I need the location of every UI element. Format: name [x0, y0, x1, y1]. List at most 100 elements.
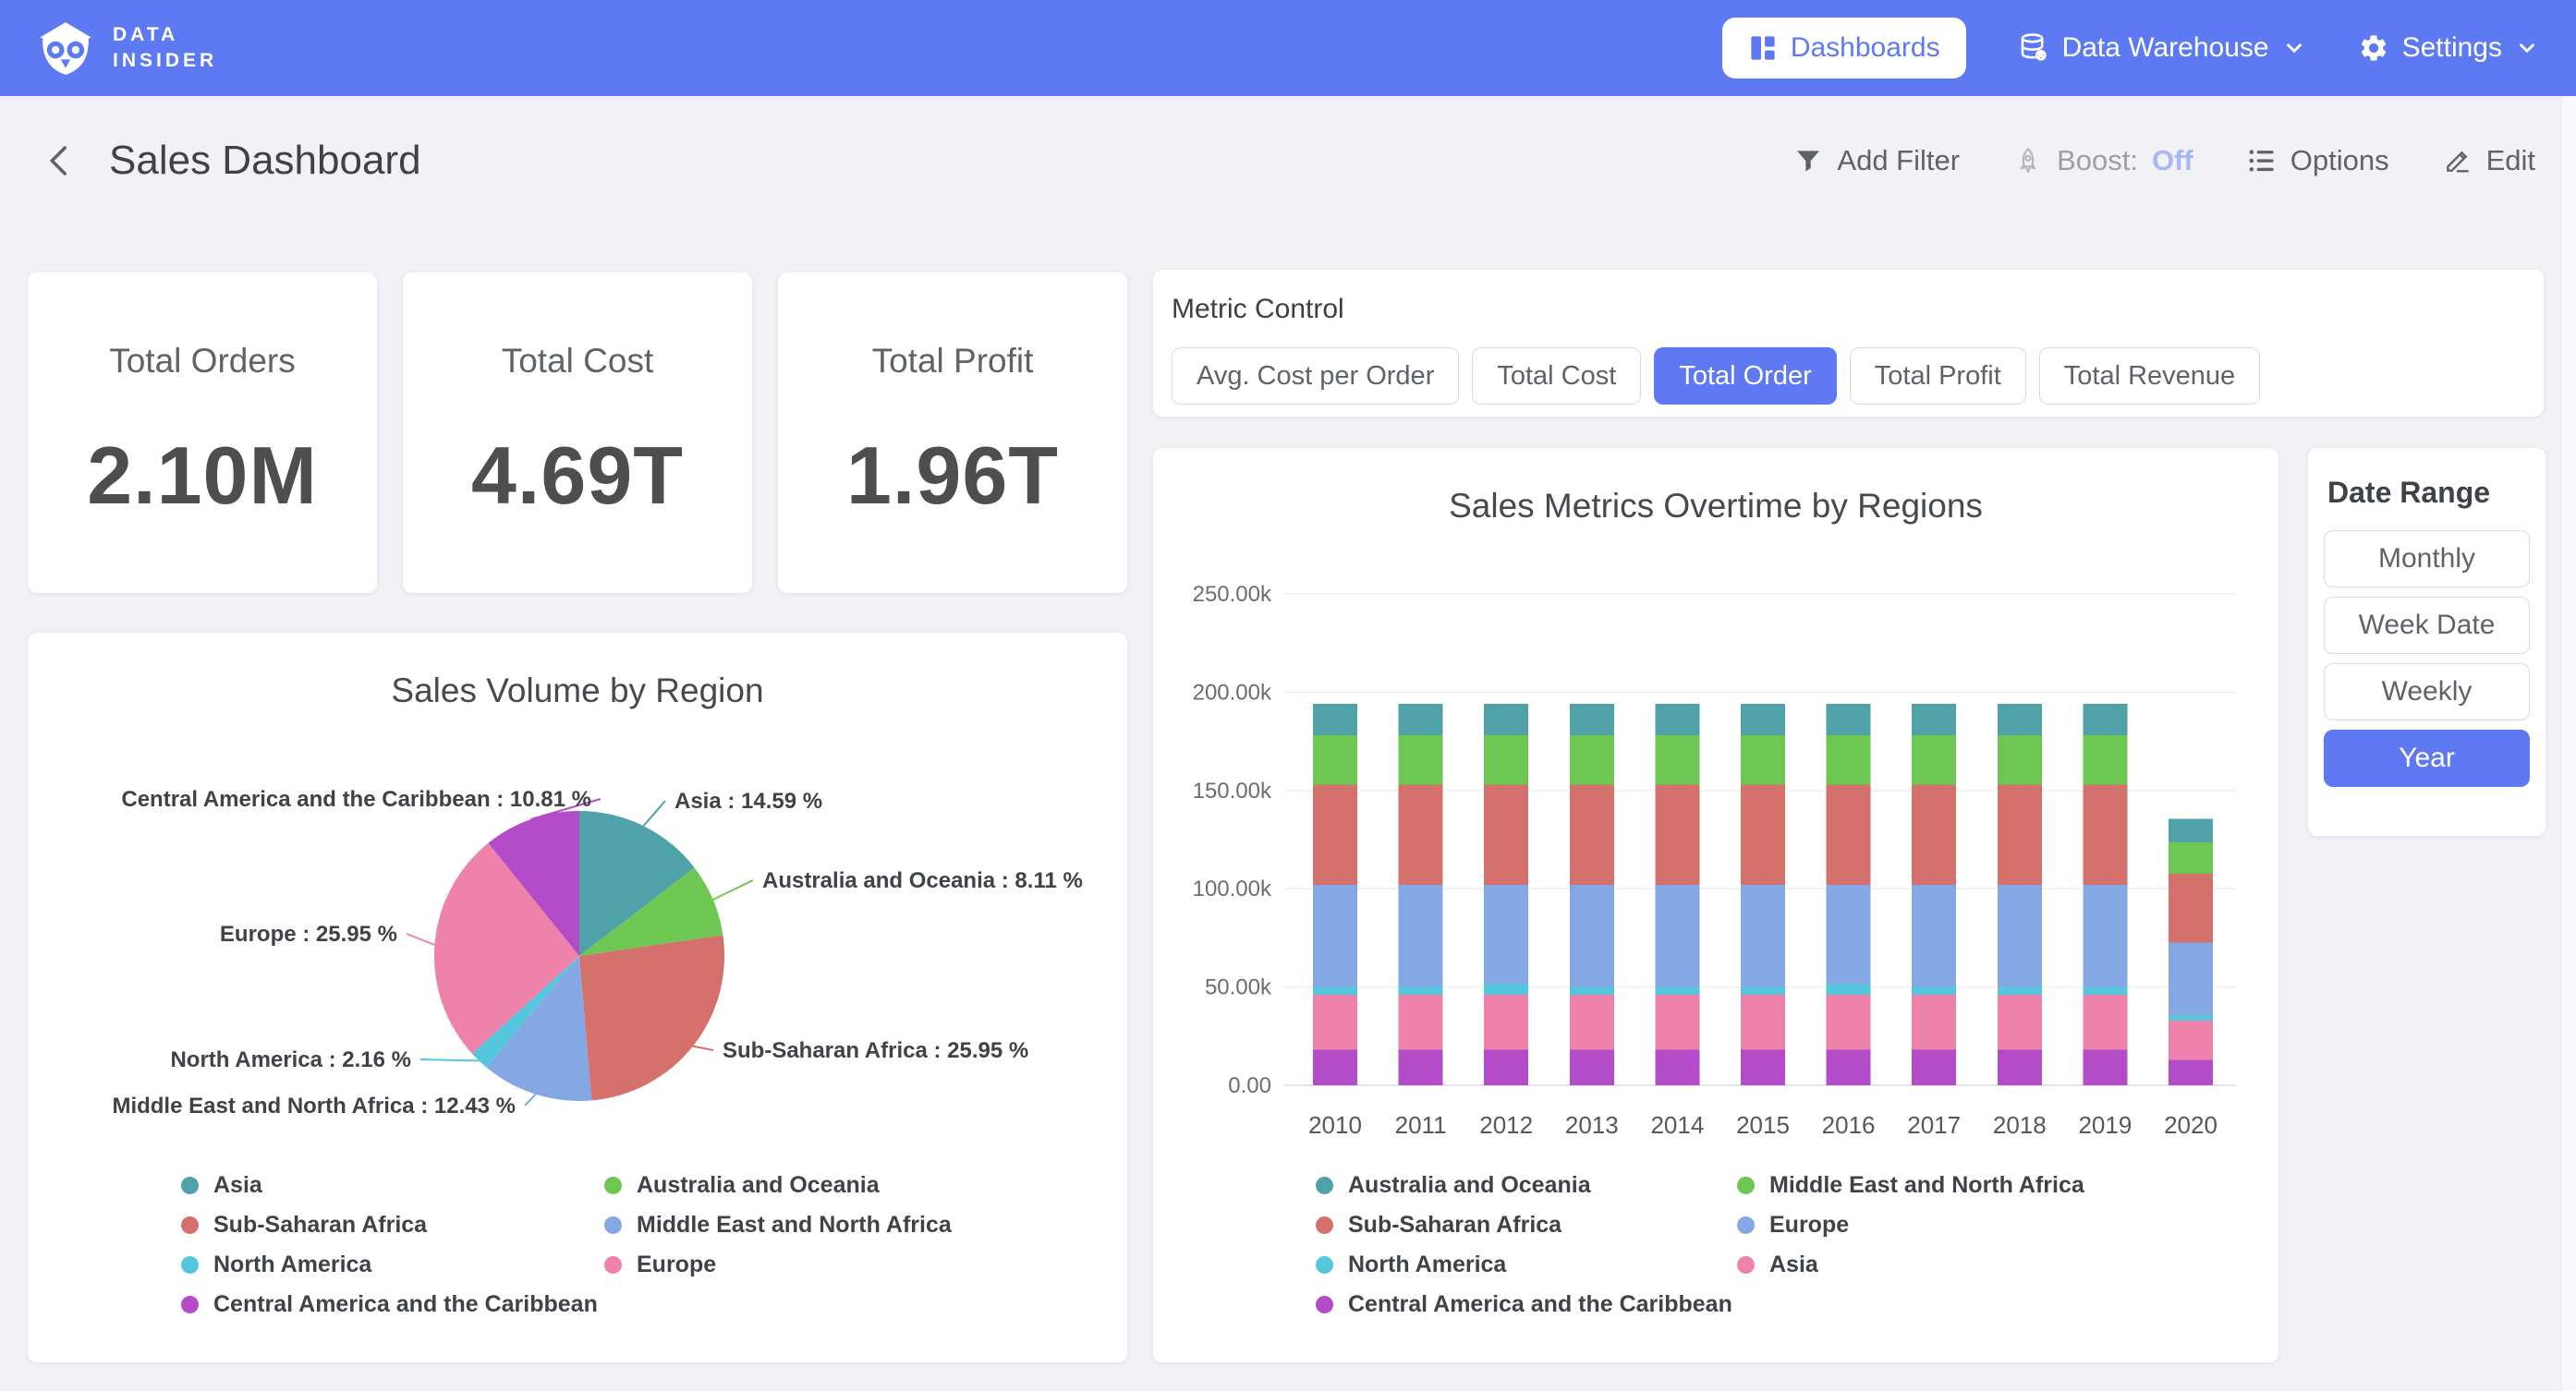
bar-segment-2017-asia[interactable] — [1912, 995, 1956, 1050]
bar-segment-2020-europe[interactable] — [2169, 943, 2213, 1016]
bar-segment-2013-europe[interactable] — [1570, 885, 1614, 987]
bar-segment-2018-central-america-and-the-caribbean[interactable] — [1998, 1050, 2042, 1085]
bar-segment-2020-north-america[interactable] — [2169, 1016, 2213, 1021]
bar-segment-2018-europe[interactable] — [1998, 885, 2042, 987]
pie-legend-item-europe[interactable]: Europe — [604, 1252, 1027, 1278]
bar-segment-2016-central-america-and-the-caribbean[interactable] — [1827, 1050, 1871, 1085]
bar-segment-2020-australia-and-oceania[interactable] — [2169, 819, 2213, 843]
bar-segment-2019-europe[interactable] — [2083, 885, 2127, 987]
bar-segment-2017-australia-and-oceania[interactable] — [1912, 704, 1956, 735]
bar-segment-2011-middle-east-and-north-africa[interactable] — [1399, 735, 1443, 784]
bar-segment-2018-sub-saharan-africa[interactable] — [1998, 784, 2042, 885]
pie-legend-item-north-america[interactable]: North America — [181, 1252, 604, 1278]
bar-segment-2015-australia-and-oceania[interactable] — [1741, 704, 1785, 735]
bar-segment-2015-asia[interactable] — [1741, 995, 1785, 1050]
bar-segment-2016-sub-saharan-africa[interactable] — [1827, 784, 1871, 885]
bar-segment-2017-central-america-and-the-caribbean[interactable] — [1912, 1050, 1956, 1085]
bar-segment-2017-north-america[interactable] — [1912, 987, 1956, 996]
bar-segment-2013-sub-saharan-africa[interactable] — [1570, 784, 1614, 885]
metric-option-total-order[interactable]: Total Order — [1654, 347, 1836, 405]
bar-segment-2014-north-america[interactable] — [1655, 987, 1699, 996]
bar-segment-2014-middle-east-and-north-africa[interactable] — [1655, 735, 1699, 784]
bar-segment-2012-europe[interactable] — [1484, 885, 1528, 985]
edit-button[interactable]: Edit — [2443, 144, 2535, 177]
bar-segment-2010-europe[interactable] — [1313, 885, 1357, 987]
date-range-option-monthly[interactable]: Monthly — [2324, 530, 2530, 587]
bar-segment-2017-sub-saharan-africa[interactable] — [1912, 784, 1956, 885]
bar-segment-2017-middle-east-and-north-africa[interactable] — [1912, 735, 1956, 784]
back-button[interactable] — [41, 141, 79, 180]
bar-segment-2014-australia-and-oceania[interactable] — [1655, 704, 1699, 735]
bar-segment-2017-europe[interactable] — [1912, 885, 1956, 987]
bar-legend-item-asia[interactable]: Asia — [1737, 1252, 2158, 1278]
bar-segment-2010-central-america-and-the-caribbean[interactable] — [1313, 1050, 1357, 1085]
bar-segment-2015-central-america-and-the-caribbean[interactable] — [1741, 1050, 1785, 1085]
bar-segment-2015-north-america[interactable] — [1741, 987, 1785, 996]
scrollbar-track[interactable] — [2561, 96, 2576, 1391]
bar-segment-2012-central-america-and-the-caribbean[interactable] — [1484, 1050, 1528, 1085]
add-filter-button[interactable]: Add Filter — [1793, 144, 1960, 177]
bar-segment-2013-central-america-and-the-caribbean[interactable] — [1570, 1050, 1614, 1085]
metric-option-total-cost[interactable]: Total Cost — [1472, 347, 1641, 405]
bar-segment-2010-australia-and-oceania[interactable] — [1313, 704, 1357, 735]
bar-segment-2013-asia[interactable] — [1570, 995, 1614, 1050]
bar-segment-2010-middle-east-and-north-africa[interactable] — [1313, 735, 1357, 784]
bar-segment-2011-central-america-and-the-caribbean[interactable] — [1399, 1050, 1443, 1085]
bar-segment-2019-australia-and-oceania[interactable] — [2083, 704, 2127, 735]
bar-segment-2011-sub-saharan-africa[interactable] — [1399, 784, 1443, 885]
bar-legend-item-central-america-and-the-caribbean[interactable]: Central America and the Caribbean — [1316, 1291, 1737, 1318]
metric-option-total-profit[interactable]: Total Profit — [1850, 347, 2026, 405]
bar-segment-2011-europe[interactable] — [1399, 885, 1443, 987]
bar-segment-2015-middle-east-and-north-africa[interactable] — [1741, 735, 1785, 784]
bar-segment-2016-middle-east-and-north-africa[interactable] — [1827, 735, 1871, 784]
bar-segment-2016-europe[interactable] — [1827, 885, 1871, 985]
bar-segment-2019-north-america[interactable] — [2083, 987, 2127, 996]
pie-legend-item-australia-and-oceania[interactable]: Australia and Oceania — [604, 1172, 1027, 1199]
bar-segment-2014-europe[interactable] — [1655, 885, 1699, 987]
bar-segment-2015-europe[interactable] — [1741, 885, 1785, 987]
bar-segment-2013-middle-east-and-north-africa[interactable] — [1570, 735, 1614, 784]
bar-segment-2019-middle-east-and-north-africa[interactable] — [2083, 735, 2127, 784]
pie-slice-sub-saharan-africa[interactable] — [579, 935, 724, 1100]
date-range-option-weekly[interactable]: Weekly — [2324, 663, 2530, 720]
bar-segment-2014-sub-saharan-africa[interactable] — [1655, 784, 1699, 885]
bar-legend-item-europe[interactable]: Europe — [1737, 1212, 2158, 1239]
bar-segment-2012-australia-and-oceania[interactable] — [1484, 704, 1528, 735]
bar-segment-2020-asia[interactable] — [2169, 1021, 2213, 1060]
bar-segment-2011-north-america[interactable] — [1399, 987, 1443, 996]
bar-segment-2011-asia[interactable] — [1399, 995, 1443, 1050]
metric-option-avg-cost-per-order[interactable]: Avg. Cost per Order — [1172, 347, 1459, 405]
date-range-option-year[interactable]: Year — [2324, 730, 2530, 787]
bar-segment-2020-middle-east-and-north-africa[interactable] — [2169, 842, 2213, 874]
bar-segment-2014-asia[interactable] — [1655, 995, 1699, 1050]
bar-legend-item-middle-east-and-north-africa[interactable]: Middle East and North Africa — [1737, 1172, 2158, 1199]
bar-segment-2018-asia[interactable] — [1998, 995, 2042, 1050]
bar-segment-2014-central-america-and-the-caribbean[interactable] — [1655, 1050, 1699, 1085]
bar-segment-2015-sub-saharan-africa[interactable] — [1741, 784, 1785, 885]
bar-segment-2010-asia[interactable] — [1313, 995, 1357, 1050]
pie-legend-item-central-america-and-the-caribbean[interactable]: Central America and the Caribbean — [181, 1291, 604, 1318]
nav-data-warehouse[interactable]: Data Warehouse — [2018, 32, 2306, 64]
bar-segment-2012-sub-saharan-africa[interactable] — [1484, 784, 1528, 885]
bar-segment-2019-central-america-and-the-caribbean[interactable] — [2083, 1050, 2127, 1085]
bar-segment-2013-australia-and-oceania[interactable] — [1570, 704, 1614, 735]
bar-segment-2016-north-america[interactable] — [1827, 984, 1871, 995]
bar-segment-2020-central-america-and-the-caribbean[interactable] — [2169, 1059, 2213, 1085]
nav-settings[interactable]: Settings — [2358, 32, 2539, 64]
bar-segment-2010-sub-saharan-africa[interactable] — [1313, 784, 1357, 885]
bar-segment-2020-sub-saharan-africa[interactable] — [2169, 874, 2213, 943]
bar-segment-2013-north-america[interactable] — [1570, 987, 1614, 996]
bar-segment-2018-middle-east-and-north-africa[interactable] — [1998, 735, 2042, 784]
pie-legend-item-sub-saharan-africa[interactable]: Sub-Saharan Africa — [181, 1212, 604, 1239]
bar-segment-2019-asia[interactable] — [2083, 995, 2127, 1050]
bar-legend-item-sub-saharan-africa[interactable]: Sub-Saharan Africa — [1316, 1212, 1737, 1239]
metric-option-total-revenue[interactable]: Total Revenue — [2039, 347, 2260, 405]
bar-segment-2012-middle-east-and-north-africa[interactable] — [1484, 735, 1528, 784]
bar-segment-2012-asia[interactable] — [1484, 995, 1528, 1050]
nav-dashboards-button[interactable]: Dashboards — [1722, 18, 1966, 79]
bar-segment-2018-north-america[interactable] — [1998, 987, 2042, 996]
pie-legend-item-middle-east-and-north-africa[interactable]: Middle East and North Africa — [604, 1212, 1027, 1239]
bar-segment-2016-australia-and-oceania[interactable] — [1827, 704, 1871, 735]
bar-segment-2012-north-america[interactable] — [1484, 984, 1528, 995]
boost-toggle[interactable]: Boost: Off — [2013, 144, 2193, 177]
